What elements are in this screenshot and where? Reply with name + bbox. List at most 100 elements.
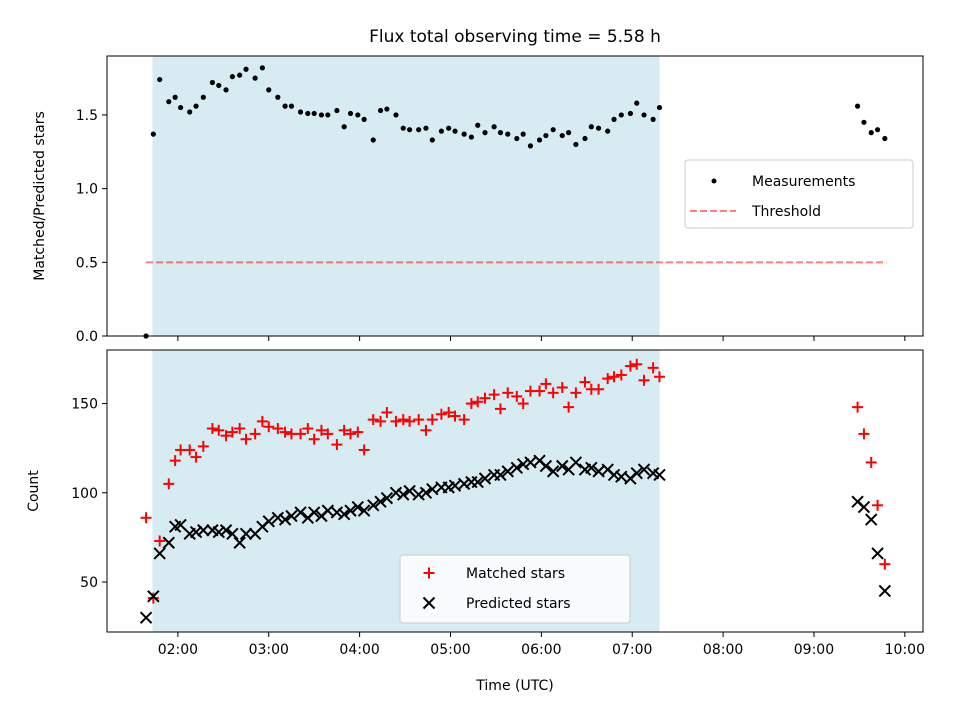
measurement-point xyxy=(259,65,265,71)
matched-star-point xyxy=(345,428,357,440)
predicted-star-point xyxy=(239,527,253,541)
y-tick-label: 0.0 xyxy=(76,329,98,345)
measurement-point xyxy=(266,87,272,93)
matched-star-point xyxy=(240,433,252,445)
measurement-point xyxy=(656,104,663,111)
matched-star-point xyxy=(397,414,409,426)
ticks-bottom: 02:00 03:00 04:00 05:00 06:00 07:00 08:00 09:00… xyxy=(71,397,925,658)
measurement-point xyxy=(252,75,258,81)
measurement-point xyxy=(491,124,497,130)
x-tick-label: 09:00 xyxy=(794,642,834,658)
matched-star-point xyxy=(197,440,209,452)
measurement-point xyxy=(282,103,288,109)
matched-star-point xyxy=(190,451,202,463)
measurement-point xyxy=(868,130,874,136)
predicted-star-point xyxy=(569,456,583,469)
measurement-point xyxy=(416,127,422,133)
predicted-star-point xyxy=(285,509,298,523)
measurement-point xyxy=(423,125,429,131)
predicted-star-point xyxy=(607,468,621,482)
matched-star-point xyxy=(169,455,181,467)
measurement-point xyxy=(305,110,311,117)
predicted-star-point xyxy=(233,536,246,549)
measurement-point xyxy=(582,135,588,142)
measurement-point xyxy=(650,116,656,122)
predicted-star-point xyxy=(307,506,321,519)
matched-star-point xyxy=(563,401,575,413)
x-axis-label: Time (UTC) xyxy=(475,678,553,694)
legend-marker-matched xyxy=(423,567,435,579)
count-marks xyxy=(139,358,892,624)
predicted-star-point xyxy=(162,536,175,549)
legend-plus xyxy=(423,567,435,579)
measurement-point xyxy=(611,116,617,122)
measurement-point xyxy=(243,66,249,72)
y-tick-label: 150 xyxy=(71,397,98,413)
measurement-point xyxy=(861,119,867,125)
predicted-star-point xyxy=(653,468,666,482)
matched-star-point xyxy=(302,423,314,435)
matched-star-point xyxy=(272,423,284,435)
matched-star-point xyxy=(511,390,523,402)
legend-bottom: Matched stars Predicted stars xyxy=(399,554,631,624)
measurement-point xyxy=(216,82,222,89)
measurement-point xyxy=(355,112,361,118)
measurement-point xyxy=(520,131,526,137)
matched-star-point xyxy=(449,410,461,422)
measurement-point xyxy=(461,131,467,137)
measurement-point xyxy=(384,106,390,112)
predicted-star-point xyxy=(189,525,203,539)
matched-star-point xyxy=(472,396,484,408)
measurement-point xyxy=(514,135,520,142)
predicted-star-point xyxy=(857,500,871,514)
predicted-star-point xyxy=(397,488,410,501)
predicted-star-point xyxy=(380,491,394,505)
measurement-point xyxy=(187,109,193,115)
measurement-point xyxy=(627,110,634,117)
measurement-point xyxy=(429,137,435,143)
matched-star-point xyxy=(226,426,238,438)
measurement-point xyxy=(223,87,229,93)
predicted-star-point xyxy=(226,527,239,541)
matched-star-point xyxy=(295,428,307,440)
measurement-point xyxy=(527,143,534,149)
predicted-star-point xyxy=(139,611,153,624)
measurement-point xyxy=(854,103,861,109)
matched-star-point xyxy=(879,558,891,570)
legend-marker-predicted xyxy=(422,596,436,610)
matched-star-point xyxy=(213,424,225,436)
predicted-star-point xyxy=(351,500,365,514)
measurement-point xyxy=(882,135,888,142)
matched-star-point xyxy=(249,428,261,440)
matched-star-point xyxy=(615,369,627,381)
predicted-star-point xyxy=(262,515,275,528)
measurement-point xyxy=(400,125,406,131)
predicted-star-point xyxy=(389,486,403,499)
predicted-star-point xyxy=(197,524,210,537)
measurement-point xyxy=(166,99,172,105)
observing-window-shade-top xyxy=(152,56,660,336)
matched-star-point xyxy=(502,387,514,399)
matched-star-point xyxy=(653,371,665,383)
matched-star-point xyxy=(865,456,877,468)
measurement-point xyxy=(641,112,647,118)
measurement-point xyxy=(377,107,384,114)
predicted-star-point xyxy=(457,477,471,491)
x-tick-label: 02:00 xyxy=(158,642,198,658)
predicted-star-point xyxy=(501,465,514,478)
predicted-star-point xyxy=(510,461,524,475)
predicted-star-point xyxy=(419,486,433,499)
matched-star-point xyxy=(404,415,416,427)
measurement-point xyxy=(475,122,481,128)
y-axis-label-top: Matched/Predicted stars xyxy=(32,111,48,281)
predicted-star-point xyxy=(494,468,507,482)
matched-star-point xyxy=(315,424,327,436)
legend-x xyxy=(422,596,436,610)
measurement-point xyxy=(605,128,611,134)
legend-label-measurements: Measurements xyxy=(752,174,855,190)
measurement-point xyxy=(311,110,317,117)
y-tick-label: 50 xyxy=(80,575,98,591)
measurement-point xyxy=(543,132,549,139)
x-tick-label: 07:00 xyxy=(612,642,652,658)
measurement-point xyxy=(618,112,624,118)
